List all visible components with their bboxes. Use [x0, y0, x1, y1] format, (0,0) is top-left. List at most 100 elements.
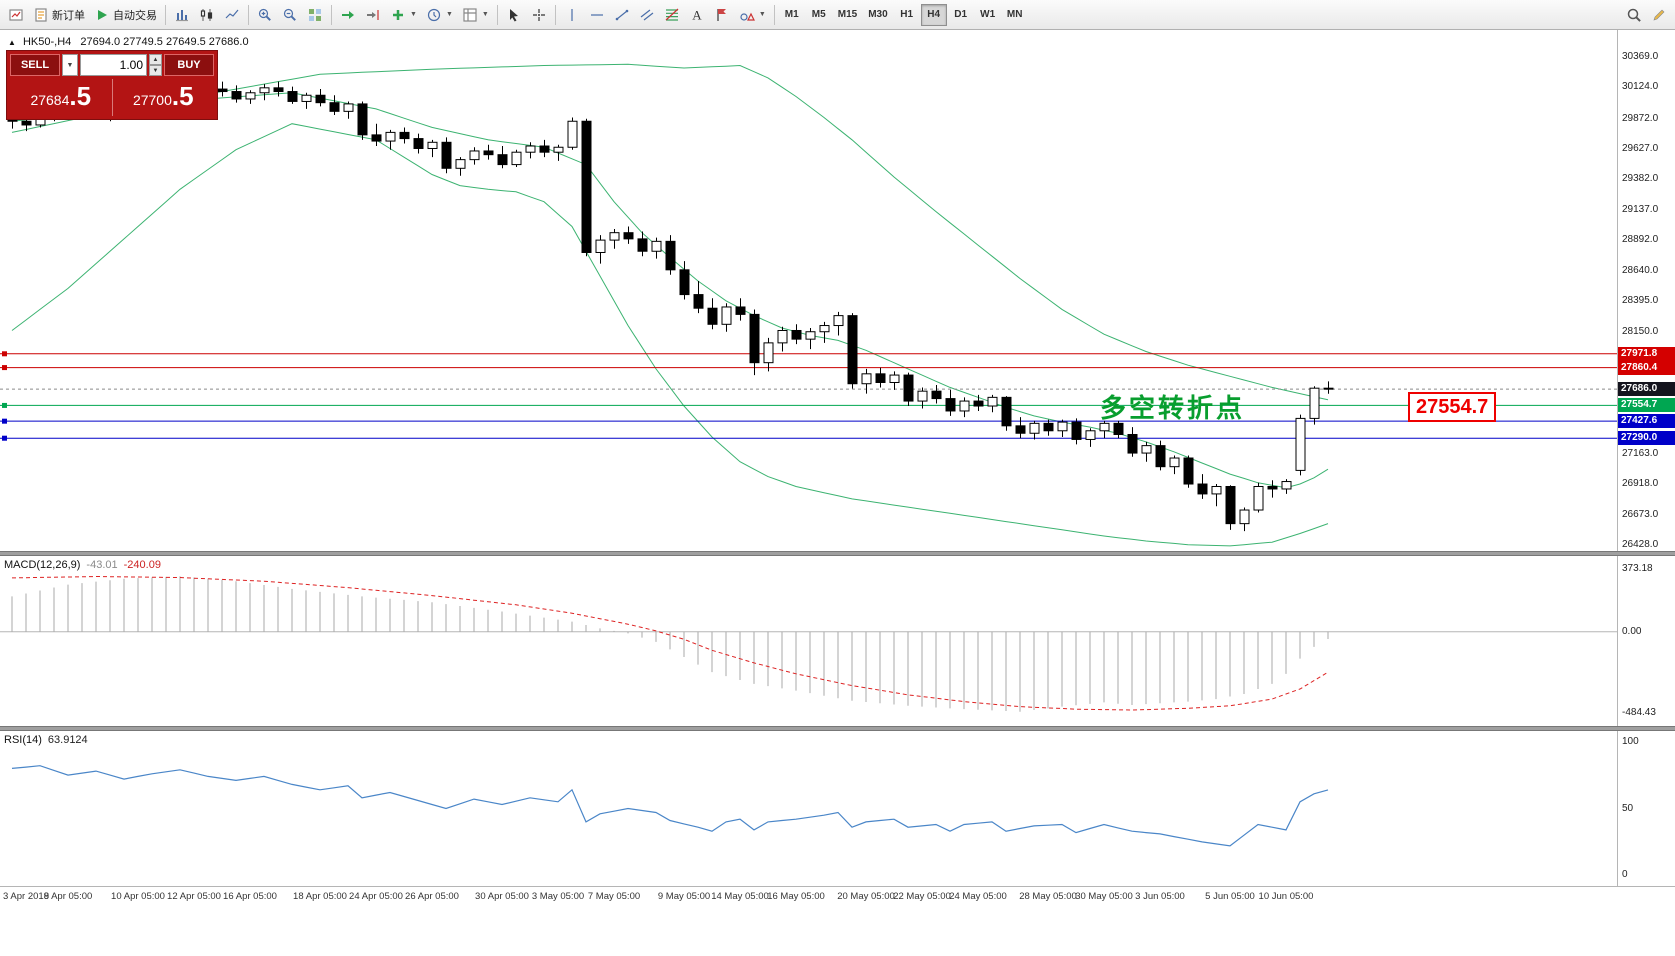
price-axis-label: 26673.0	[1622, 508, 1659, 520]
chevron-down-icon: ▼	[758, 11, 766, 18]
macd-canvas[interactable]	[0, 556, 1617, 726]
cursor-button[interactable]	[502, 3, 526, 27]
zoom-in-button[interactable]	[253, 3, 277, 27]
rsi-plot[interactable]	[0, 731, 1617, 891]
bollinger-upper-band	[11, 63, 1329, 401]
bar-chart-button[interactable]	[170, 3, 194, 27]
sell-button[interactable]: SELL	[10, 54, 60, 76]
price-axis[interactable]: 30369.0 30124.0 29872.0 29627.0 29382.0 29137…	[1617, 30, 1675, 551]
hline-handle[interactable]	[2, 402, 7, 408]
buy-price-button[interactable]: 27700.5	[111, 79, 215, 116]
tile-windows-button[interactable]	[303, 3, 327, 27]
crosshair-button[interactable]	[527, 3, 551, 27]
chart-shift-button[interactable]	[361, 3, 385, 27]
sell-price-dec: .5	[69, 81, 92, 111]
new-order-button-label: 新订单	[52, 9, 85, 22]
auto-trading-button[interactable]: 自动交易	[90, 3, 161, 27]
time-axis-label: 16 May 05:00	[767, 891, 825, 902]
price-axis-label: 29872.0	[1622, 112, 1659, 124]
volume-input[interactable]	[80, 54, 147, 76]
tf-button-H4[interactable]: H4	[920, 3, 947, 26]
chevron-down-icon: ▼	[481, 11, 489, 18]
templates-button[interactable]: ▼	[458, 3, 493, 27]
tf-button-MN[interactable]: MN	[1006, 9, 1023, 20]
tf-button-M1[interactable]: M1	[784, 9, 799, 20]
price-chart-canvas[interactable]	[0, 30, 1617, 551]
zoom-out-button[interactable]	[278, 3, 302, 27]
time-axis-label: 30 Apr 05:00	[475, 891, 529, 902]
channel-icon	[639, 7, 655, 23]
new-order-button[interactable]: 新订单	[29, 3, 89, 27]
time-axis-label: 3 May 05:00	[531, 891, 585, 902]
toolbar-separator	[554, 4, 556, 25]
sell-price-main: 27684	[30, 92, 70, 108]
time-axis-label: 3 Jun 05:00	[1135, 891, 1185, 902]
fib-icon	[664, 7, 680, 23]
annotation-text[interactable]: 多空转折点	[1100, 393, 1246, 423]
hline-handle[interactable]	[2, 418, 7, 424]
fibonacci-button[interactable]	[660, 3, 684, 27]
time-axis-label: 7 May 05:00	[587, 891, 641, 902]
tf-button-D1[interactable]: D1	[954, 9, 968, 20]
sell-price-button[interactable]: 27684.5	[10, 79, 112, 116]
tf-button-M15[interactable]: M15	[837, 9, 858, 20]
candlestick-chart-button[interactable]	[195, 3, 219, 27]
new-chart-button[interactable]	[4, 3, 28, 27]
tf-button-M5[interactable]: M5	[811, 9, 826, 20]
rsi-axis-label: 100	[1622, 735, 1639, 747]
one-click-toggle-icon[interactable]: ▲	[8, 38, 16, 47]
tf-button-W1[interactable]: W1	[980, 9, 996, 20]
text-button[interactable]: A	[685, 3, 709, 27]
price-chart-plot[interactable]	[0, 30, 1617, 556]
channel-button[interactable]	[635, 3, 659, 27]
chart-ohlc-info: ▲ HK50-,H4 27694.0 27749.5 27649.5 27686…	[8, 36, 249, 48]
shapes-button[interactable]: ▼	[735, 3, 770, 27]
horizontal-line-button[interactable]	[585, 3, 609, 27]
sell-options-dropdown[interactable]: ▼	[62, 54, 78, 76]
price-axis-label: 28640.0	[1622, 265, 1659, 277]
time-axis[interactable]: 3 Apr 2019 8 Apr 05:00 10 Apr 05:00 12 Apr …	[0, 886, 1675, 908]
search-icon	[1626, 7, 1642, 23]
search-button[interactable]	[1622, 3, 1646, 27]
indicators-button[interactable]: ▼	[386, 3, 421, 27]
toolbar: 新订单 自动交易 ▼ ▼ ▼ A ▼ M1 M5 M15 M30 H1 H4 D1 W1 MN	[0, 0, 1675, 30]
panel-splitter[interactable]	[0, 551, 1675, 556]
price-callout-label[interactable]: 27554.7	[1408, 392, 1497, 422]
label-button[interactable]	[710, 3, 734, 27]
price-tag-27427.6: 27427.6	[1618, 414, 1675, 429]
panel-splitter-2[interactable]	[0, 726, 1675, 731]
label-icon	[714, 7, 730, 23]
bollinger-middle-band	[11, 92, 1329, 489]
hline-handle[interactable]	[2, 435, 7, 441]
indicator-plus-icon	[390, 7, 406, 23]
trendline-button[interactable]	[610, 3, 634, 27]
rsi-canvas[interactable]	[0, 731, 1617, 886]
vertical-line-button[interactable]	[560, 3, 584, 27]
one-click-trading-panel: SELL ▼ ▲ ▼ BUY 27684.5 27700.5	[6, 50, 218, 120]
tf-button-H1[interactable]: H1	[900, 9, 914, 20]
edit-button[interactable]	[1647, 3, 1671, 27]
time-axis-label: 10 Jun 05:00	[1258, 891, 1314, 902]
zoom-in-icon	[257, 7, 273, 23]
macd-plot[interactable]	[0, 556, 1617, 731]
macd-panel[interactable]: 373.18 0.00 -484.43 MACD(12,26,9) -43.01 -24…	[0, 556, 1675, 726]
price-chart-panel[interactable]: 30369.0 30124.0 29872.0 29627.0 29382.0 29137…	[0, 30, 1675, 551]
macd-signal-line	[11, 575, 1329, 711]
volume-down-button[interactable]: ▼	[149, 65, 162, 76]
hline-handle[interactable]	[2, 351, 7, 357]
macd-axis[interactable]: 373.18 0.00 -484.43	[1617, 556, 1675, 726]
hline-handle[interactable]	[2, 365, 7, 371]
buy-button[interactable]: BUY	[164, 54, 214, 76]
tf-button-M30[interactable]: M30	[868, 9, 888, 20]
periods-button[interactable]: ▼	[422, 3, 457, 27]
bollinger-lower-band	[11, 123, 1329, 547]
rsi-panel[interactable]: 100 50 0 RSI(14) 63.9124	[0, 731, 1675, 886]
time-axis-label: 5 Jun 05:00	[1205, 891, 1255, 902]
volume-up-button[interactable]: ▲	[149, 54, 162, 65]
auto-scroll-button[interactable]	[336, 3, 360, 27]
rsi-axis[interactable]: 100 50 0	[1617, 731, 1675, 886]
time-axis-label: 3 Apr 2019	[3, 891, 49, 902]
time-axis-label: 9 May 05:00	[657, 891, 711, 902]
line-chart-button[interactable]	[220, 3, 244, 27]
macd-axis-label: 373.18	[1622, 562, 1653, 574]
